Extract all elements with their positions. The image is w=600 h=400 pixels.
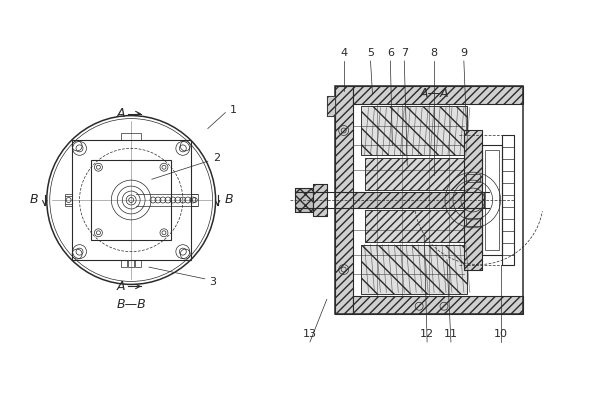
- Bar: [482, 145, 502, 255]
- Text: B: B: [224, 194, 233, 206]
- Bar: [361, 245, 467, 294]
- Text: 6: 6: [387, 48, 394, 58]
- Text: 1: 1: [229, 105, 236, 115]
- Bar: [71, 140, 191, 260]
- Bar: [365, 158, 464, 190]
- Bar: [361, 106, 467, 155]
- Text: 13: 13: [303, 329, 317, 339]
- Bar: [65, 194, 71, 206]
- Text: 5: 5: [367, 48, 374, 58]
- Text: 3: 3: [209, 278, 217, 288]
- Text: A: A: [117, 280, 125, 293]
- Bar: [365, 210, 464, 242]
- Text: 9: 9: [460, 48, 467, 58]
- Bar: [121, 260, 127, 266]
- Bar: [365, 158, 464, 190]
- Text: A—A: A—A: [419, 87, 449, 100]
- Text: 2: 2: [214, 153, 221, 163]
- Bar: [295, 188, 313, 212]
- Bar: [335, 86, 353, 314]
- Bar: [91, 160, 171, 240]
- Bar: [313, 184, 327, 216]
- Text: 4: 4: [340, 48, 347, 58]
- Bar: [327, 96, 335, 116]
- Text: B—B: B—B: [116, 298, 146, 311]
- Bar: [353, 192, 484, 208]
- Text: B: B: [29, 194, 38, 206]
- Bar: [135, 260, 141, 266]
- Text: 8: 8: [431, 48, 437, 58]
- Bar: [466, 218, 480, 226]
- Bar: [295, 188, 313, 212]
- Bar: [502, 136, 514, 264]
- Bar: [335, 86, 523, 314]
- Bar: [353, 86, 523, 104]
- Text: A: A: [117, 107, 125, 120]
- Bar: [485, 150, 499, 250]
- Bar: [327, 96, 335, 116]
- Bar: [313, 184, 327, 216]
- Bar: [353, 86, 523, 104]
- Bar: [121, 134, 141, 140]
- Bar: [128, 260, 134, 266]
- Bar: [353, 296, 523, 314]
- Bar: [191, 194, 198, 206]
- Bar: [365, 210, 464, 242]
- Bar: [361, 106, 467, 155]
- Bar: [335, 86, 353, 314]
- Bar: [353, 192, 484, 208]
- Bar: [361, 245, 467, 294]
- Text: 12: 12: [420, 329, 434, 339]
- Text: 10: 10: [494, 329, 508, 339]
- Text: 7: 7: [401, 48, 408, 58]
- Bar: [466, 174, 480, 182]
- Bar: [464, 130, 482, 270]
- Text: 11: 11: [444, 329, 458, 339]
- Bar: [464, 130, 482, 270]
- Bar: [353, 296, 523, 314]
